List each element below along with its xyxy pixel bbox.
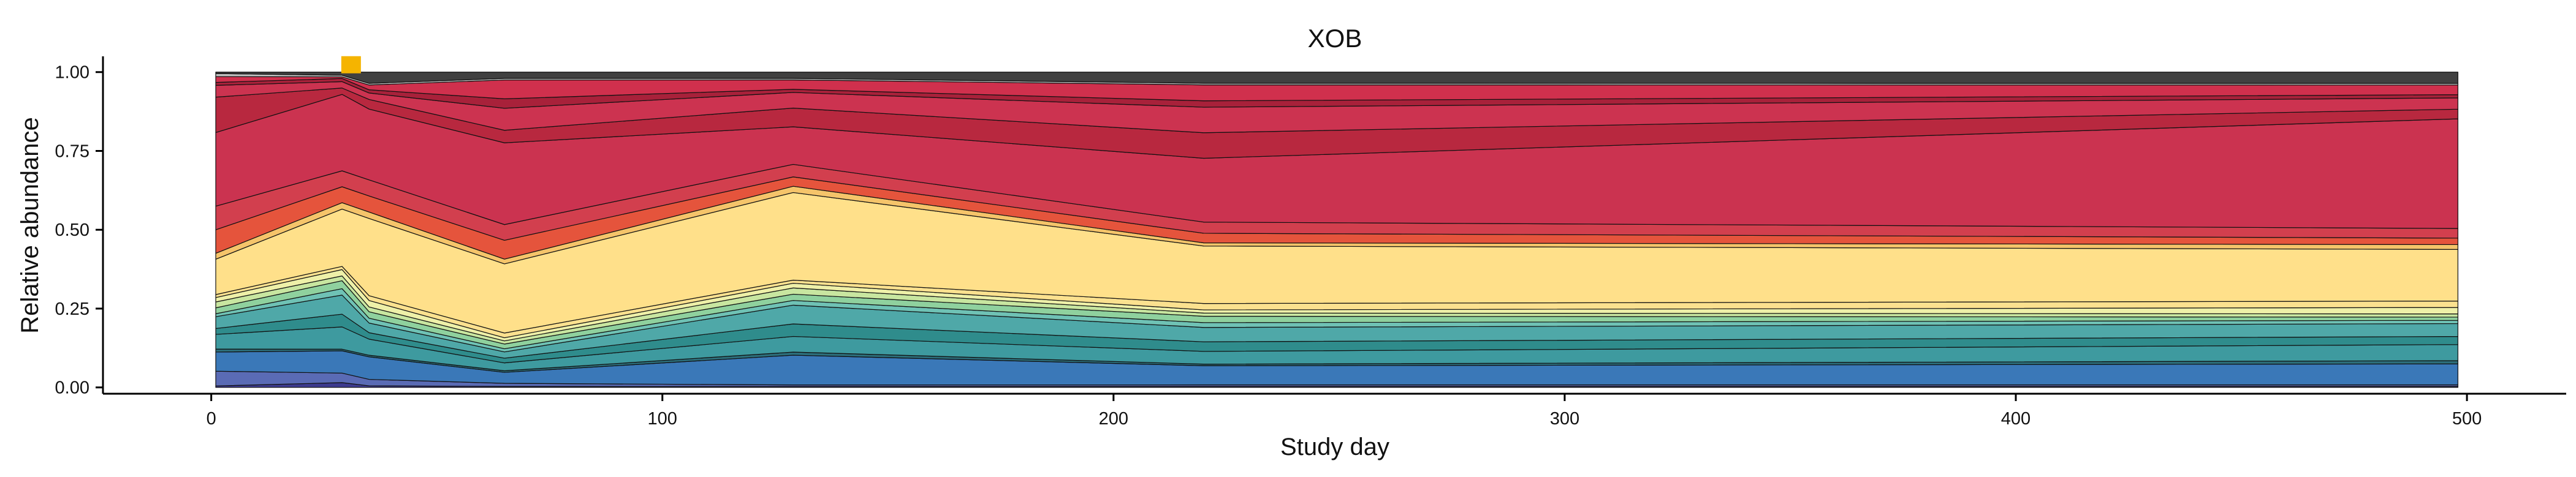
y-tick-label: 0.25 (55, 299, 89, 319)
x-tick-label: 0 (207, 409, 216, 429)
chart-title: XOB (1308, 24, 1362, 53)
x-tick-label: 400 (2001, 409, 2031, 429)
x-tick-label: 100 (648, 409, 677, 429)
y-tick-label: 0.00 (55, 378, 89, 398)
y-tick-label: 0.50 (55, 220, 89, 240)
y-ticks: 0.00 0.25 0.50 0.75 1.00 (55, 63, 103, 398)
event-marker-1 (341, 56, 361, 73)
x-tick-label: 200 (1099, 409, 1128, 429)
x-tick-label: 500 (2452, 409, 2482, 429)
x-axis-title: Study day (1280, 434, 1389, 460)
y-axis-title: Relative abundance (17, 117, 44, 334)
area-layers (215, 72, 2458, 388)
x-ticks: 0 100 200 300 400 500 (207, 394, 2482, 429)
x-tick-label: 300 (1550, 409, 1579, 429)
annotation-markers (341, 56, 361, 73)
area-layer-23 (215, 72, 2458, 84)
axes (102, 56, 2566, 395)
y-tick-label: 0.75 (55, 141, 89, 161)
y-tick-label: 1.00 (55, 63, 89, 83)
